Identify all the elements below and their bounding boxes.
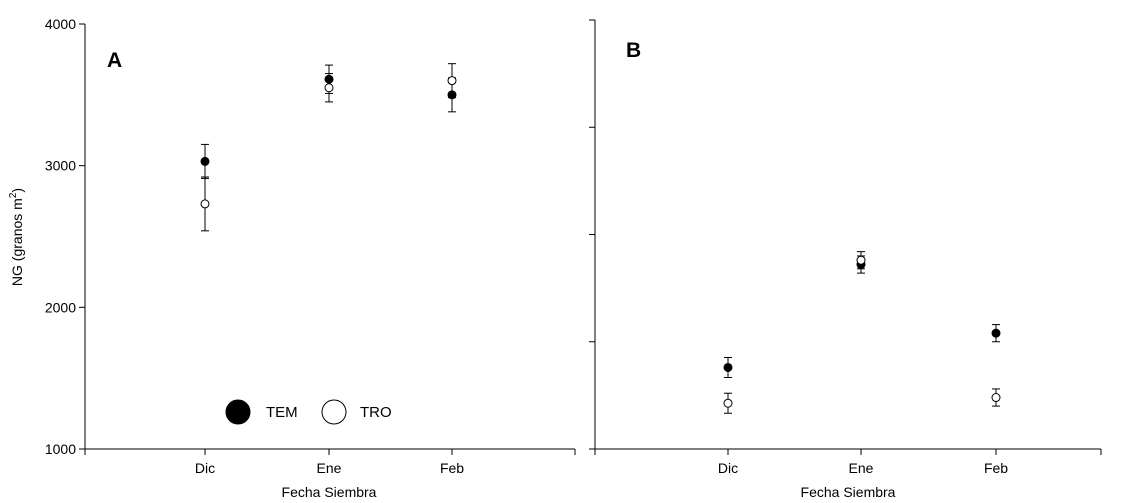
panel-b-axes — [594, 20, 1101, 450]
legend-marker-tem — [225, 399, 251, 425]
marker-tro — [324, 83, 334, 93]
x-tick-label: Feb — [440, 460, 464, 476]
marker-tro — [723, 398, 733, 408]
panel-b-x-ticks: Dic Ene Feb — [594, 449, 1102, 476]
panel-a-data-points — [200, 63, 457, 232]
panel-a-x-axis-label: Fecha Siembra — [282, 484, 377, 500]
y-tick-label: 1000 — [45, 441, 76, 457]
y-tick-label: 3000 — [45, 158, 76, 174]
marker-tem — [723, 362, 733, 372]
x-tick-label: Ene — [317, 460, 342, 476]
y-tick-label: 2000 — [45, 299, 76, 315]
data-point-tro — [324, 73, 334, 103]
legend-marker-tro — [321, 399, 347, 425]
data-point-tro — [200, 176, 210, 232]
y-tick-label: 4000 — [45, 16, 76, 32]
data-point-tem — [723, 356, 733, 378]
panel-a-x-ticks: Dic Ene Feb — [84, 449, 576, 476]
panel-b: B Dic Ene Feb Fecha Siembra — [589, 19, 1102, 500]
data-point-tro — [991, 388, 1001, 407]
x-tick-label: Ene — [849, 460, 874, 476]
panel-b-y-ticks — [589, 19, 595, 450]
data-point-tro — [856, 251, 866, 270]
panel-b-x-axis-label: Fecha Siembra — [801, 484, 896, 500]
data-point-tro — [447, 63, 457, 99]
marker-tro — [447, 76, 457, 86]
legend-label-tro: TRO — [360, 404, 392, 421]
panel-b-data-points — [723, 251, 1001, 414]
panel-b-letter: B — [626, 39, 641, 62]
marker-tro — [856, 255, 866, 265]
x-tick-label: Dic — [195, 460, 215, 476]
panel-a-letter: A — [107, 49, 122, 72]
data-point-tem — [991, 324, 1001, 343]
marker-tro — [200, 199, 210, 209]
marker-tem — [991, 328, 1001, 338]
data-point-tro — [723, 392, 733, 414]
marker-tem — [200, 156, 210, 166]
x-tick-label: Dic — [718, 460, 738, 476]
legend: TEM TRO — [225, 399, 392, 425]
marker-tro — [991, 393, 1001, 403]
panel-a-axes — [84, 24, 575, 450]
x-tick-label: Feb — [984, 460, 1008, 476]
legend-label-tem: TEM — [266, 404, 298, 421]
panel-a: A 1000 2000 3000 4000 Dic Ene Feb NG (granos … — [8, 16, 576, 500]
data-point-tem — [200, 143, 210, 179]
panel-a-y-axis-label: NG (granos m2) — [8, 188, 25, 286]
panel-a-y-ticks: 1000 2000 3000 4000 — [45, 16, 85, 457]
